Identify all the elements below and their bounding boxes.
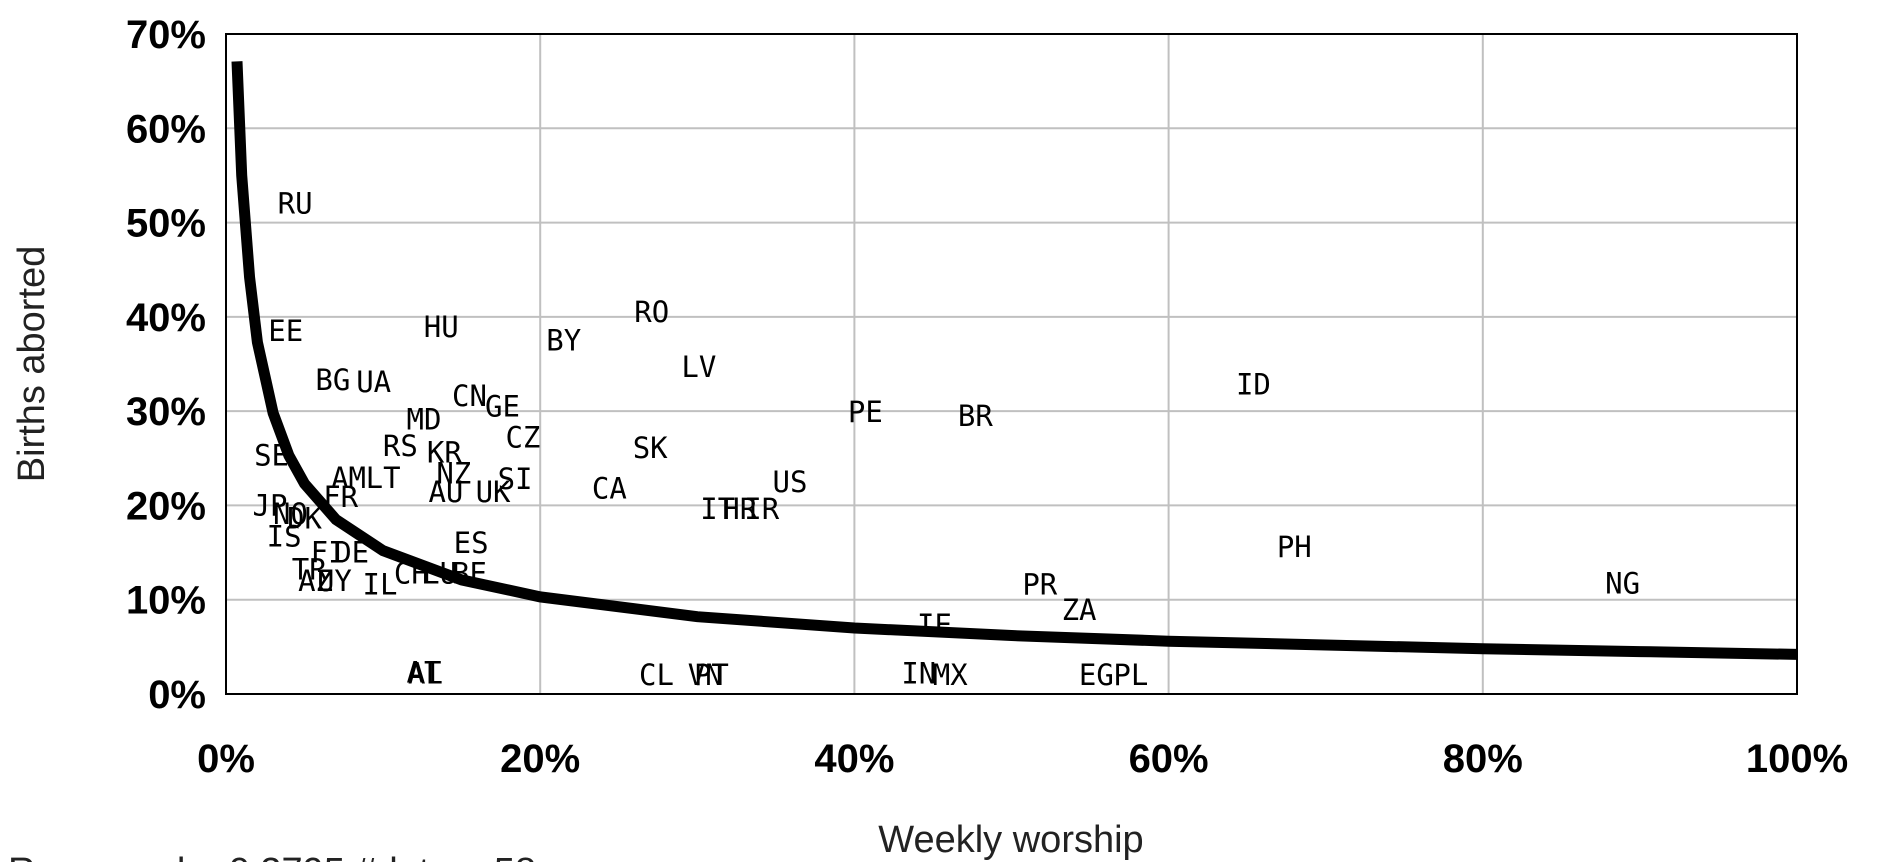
country-point: KR [427,436,462,470]
country-point: BE [452,556,487,590]
country-point: US [773,465,808,499]
plot-border [225,33,1798,695]
country-point: UK [476,475,511,509]
country-point: AT [406,655,441,689]
country-point: MD [406,403,441,437]
country-point: BR [958,399,993,433]
country-point: NG [1605,567,1640,601]
country-point: PL [1113,658,1148,692]
y-tick-label: 0% [148,673,206,717]
country-point: PH [1277,530,1312,564]
country-point: EG [1079,658,1114,692]
country-point: IL [362,568,397,602]
country-point: JP [253,488,288,522]
country-point: IS [267,520,302,554]
x-tick-label: 0% [197,737,255,781]
country-point: CZ [505,421,540,455]
country-point: NO [273,497,308,531]
y-axis-title: Births aborted [11,246,53,483]
country-point: TR [292,553,327,587]
x-tick-label: 20% [500,737,580,781]
y-tick-label: 70% [126,13,206,57]
country-point: DK [287,502,322,536]
country-point: RS [383,429,418,463]
country-point: AM [331,461,366,495]
country-point: AZ [298,564,333,598]
fit-note: R-squared = 0.3795 #data = 58 [8,851,536,862]
country-point: IE [917,608,952,642]
country-point: IR [744,492,779,526]
country-point: LU [422,556,457,590]
country-point: HU [424,310,459,344]
x-tick-label: 40% [814,737,894,781]
x-tick-label: 100% [1746,737,1848,781]
y-tick-label: 40% [126,296,206,340]
country-point: MX [933,658,968,692]
y-tick-label: 50% [126,202,206,246]
y-tick-label: 10% [126,579,206,623]
country-point: CA [592,471,627,505]
y-tick-label: 60% [126,107,206,151]
country-point: VN [688,658,723,692]
country-point: SK [633,431,668,465]
x-tick-label: 60% [1129,737,1209,781]
x-tick-label: 80% [1443,737,1523,781]
country-point: AU [428,475,463,509]
country-point: IT [700,492,735,526]
country-point: BY [546,323,581,357]
country-point: DE [334,536,369,570]
country-point: EE [268,314,303,348]
country-point: UY [317,564,352,598]
country-point: CH [394,556,429,590]
country-point: ID [1236,368,1271,402]
country-point: FI [311,536,346,570]
country-point: CN [452,379,487,413]
fit-curve [231,61,1798,660]
country-point: NZ [436,456,471,490]
y-tick-label: 20% [126,484,206,528]
x-axis-title: Weekly worship [878,819,1143,861]
country-point: CL [639,658,674,692]
y-tick-label: 30% [126,390,206,434]
country-point: LT [366,461,401,495]
plot-area [226,34,1797,694]
country-point: UA [356,365,391,399]
country-point: FR [323,480,358,514]
country-point: LV [681,350,716,384]
country-point: RU [278,187,313,221]
country-point: PR [1022,568,1057,602]
country-point: BG [315,363,350,397]
country-point: ES [454,526,489,560]
country-point: PE [848,395,883,429]
country-point: AL [408,656,443,690]
country-point: SI [498,462,533,496]
country-point: SE [254,438,289,472]
country-point: HR [722,492,757,526]
country-point: RO [634,295,669,329]
country-point: PT [694,658,729,692]
country-point: ZA [1062,593,1097,627]
country-point: GE [485,389,520,423]
country-point: IN [901,656,936,690]
